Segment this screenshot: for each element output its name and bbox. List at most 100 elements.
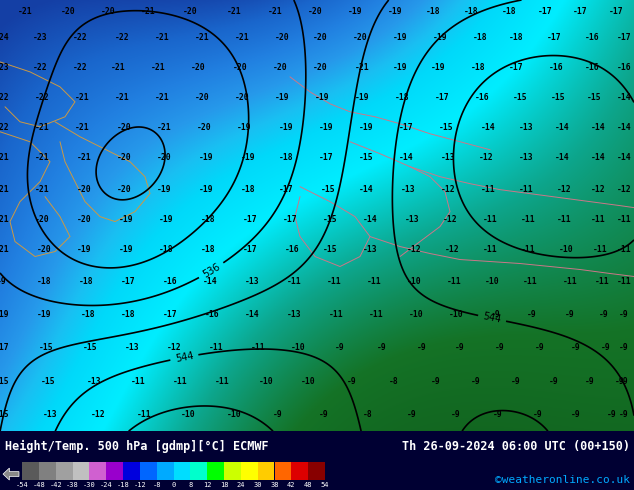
Text: -22: -22 [0,93,10,102]
Text: -11: -11 [557,215,571,224]
Text: ©weatheronline.co.uk: ©weatheronline.co.uk [495,475,630,485]
Text: -11: -11 [287,277,301,286]
Text: -21: -21 [0,153,10,162]
Text: -19: -19 [0,310,10,319]
Text: -16: -16 [585,33,599,43]
Text: -17: -17 [279,185,294,194]
Text: -19: -19 [198,185,213,194]
Bar [190,462,207,480]
Bar [56,462,72,480]
Text: -21: -21 [354,63,370,73]
Polygon shape [3,468,19,480]
Text: -20: -20 [101,7,115,17]
Text: -16: -16 [205,310,219,319]
Text: -17: -17 [538,7,552,17]
Text: -9: -9 [511,377,521,386]
Text: -8: -8 [152,482,161,488]
Text: -11: -11 [172,377,187,386]
Text: -48: -48 [32,482,45,488]
Text: -11: -11 [482,215,497,224]
Text: 536: 536 [201,262,222,280]
Text: -21: -21 [141,7,155,17]
Text: -14: -14 [555,123,569,132]
Text: -11: -11 [617,215,631,224]
Text: -19: -19 [198,153,213,162]
Text: -9: -9 [491,310,501,319]
Text: -20: -20 [117,123,131,132]
Text: -17: -17 [399,123,413,132]
Text: -21: -21 [0,215,10,224]
Text: -19: -19 [319,123,333,132]
Text: 18: 18 [220,482,228,488]
Text: -20: -20 [77,185,91,194]
Text: -12: -12 [617,185,631,194]
Text: -10: -10 [181,410,195,419]
Text: -18: -18 [508,33,523,43]
Text: -15: -15 [321,185,335,194]
Text: -21: -21 [195,33,209,43]
Text: 0: 0 [171,482,176,488]
Text: -38: -38 [66,482,79,488]
Text: -21: -21 [77,153,91,162]
Text: -20: -20 [157,153,171,162]
Text: -11: -11 [137,410,152,419]
Bar [275,462,292,480]
Text: -14: -14 [399,153,413,162]
Text: -9: -9 [607,410,617,419]
Text: -18: -18 [158,245,173,254]
Text: -20: -20 [307,7,322,17]
Text: -9: -9 [527,310,537,319]
Text: -21: -21 [157,123,171,132]
Text: -20: -20 [117,153,131,162]
Text: -9: -9 [347,377,357,386]
Text: -30: -30 [83,482,96,488]
Text: -11: -11 [250,343,265,352]
Text: -17: -17 [283,215,297,224]
Text: -8: -8 [389,377,399,386]
Text: -24: -24 [0,33,10,43]
Text: -15: -15 [0,377,10,386]
Text: -9: -9 [533,410,543,419]
Text: -13: -13 [42,410,57,419]
Text: -19: -19 [314,93,329,102]
Text: -9: -9 [417,343,427,352]
Text: -9: -9 [571,410,581,419]
Bar [89,462,106,480]
Text: -20: -20 [235,93,249,102]
Bar [207,462,224,480]
Text: -9: -9 [615,377,625,386]
Text: -20: -20 [353,33,367,43]
Text: -10: -10 [409,310,424,319]
Text: -15: -15 [82,343,97,352]
Text: -22: -22 [115,33,129,43]
Text: -19: -19 [236,123,251,132]
Text: -9: -9 [535,343,545,352]
Text: -13: -13 [287,310,301,319]
Text: -9: -9 [619,343,629,352]
Text: -14: -14 [591,153,605,162]
Text: -15: -15 [359,153,373,162]
Text: -19: -19 [359,123,373,132]
Text: 38: 38 [270,482,279,488]
Text: -11: -11 [519,185,533,194]
Text: -11: -11 [563,277,578,286]
Text: -11: -11 [369,310,384,319]
Text: -21: -21 [115,93,129,102]
Text: -11: -11 [328,310,344,319]
Text: -12: -12 [557,185,571,194]
Text: -19: -19 [37,310,51,319]
Text: -10: -10 [484,277,500,286]
Text: -21: -21 [0,185,10,194]
Text: -20: -20 [35,215,49,224]
Text: -19: -19 [354,93,370,102]
Text: -11: -11 [595,277,609,286]
Text: -17: -17 [120,277,135,286]
Text: -15: -15 [323,215,337,224]
Bar [224,462,241,480]
Text: 24: 24 [236,482,245,488]
Text: -11: -11 [327,277,341,286]
Text: -18: -18 [425,7,440,17]
Text: -21: -21 [268,7,282,17]
Text: -9: -9 [585,377,595,386]
Text: -11: -11 [482,245,497,254]
